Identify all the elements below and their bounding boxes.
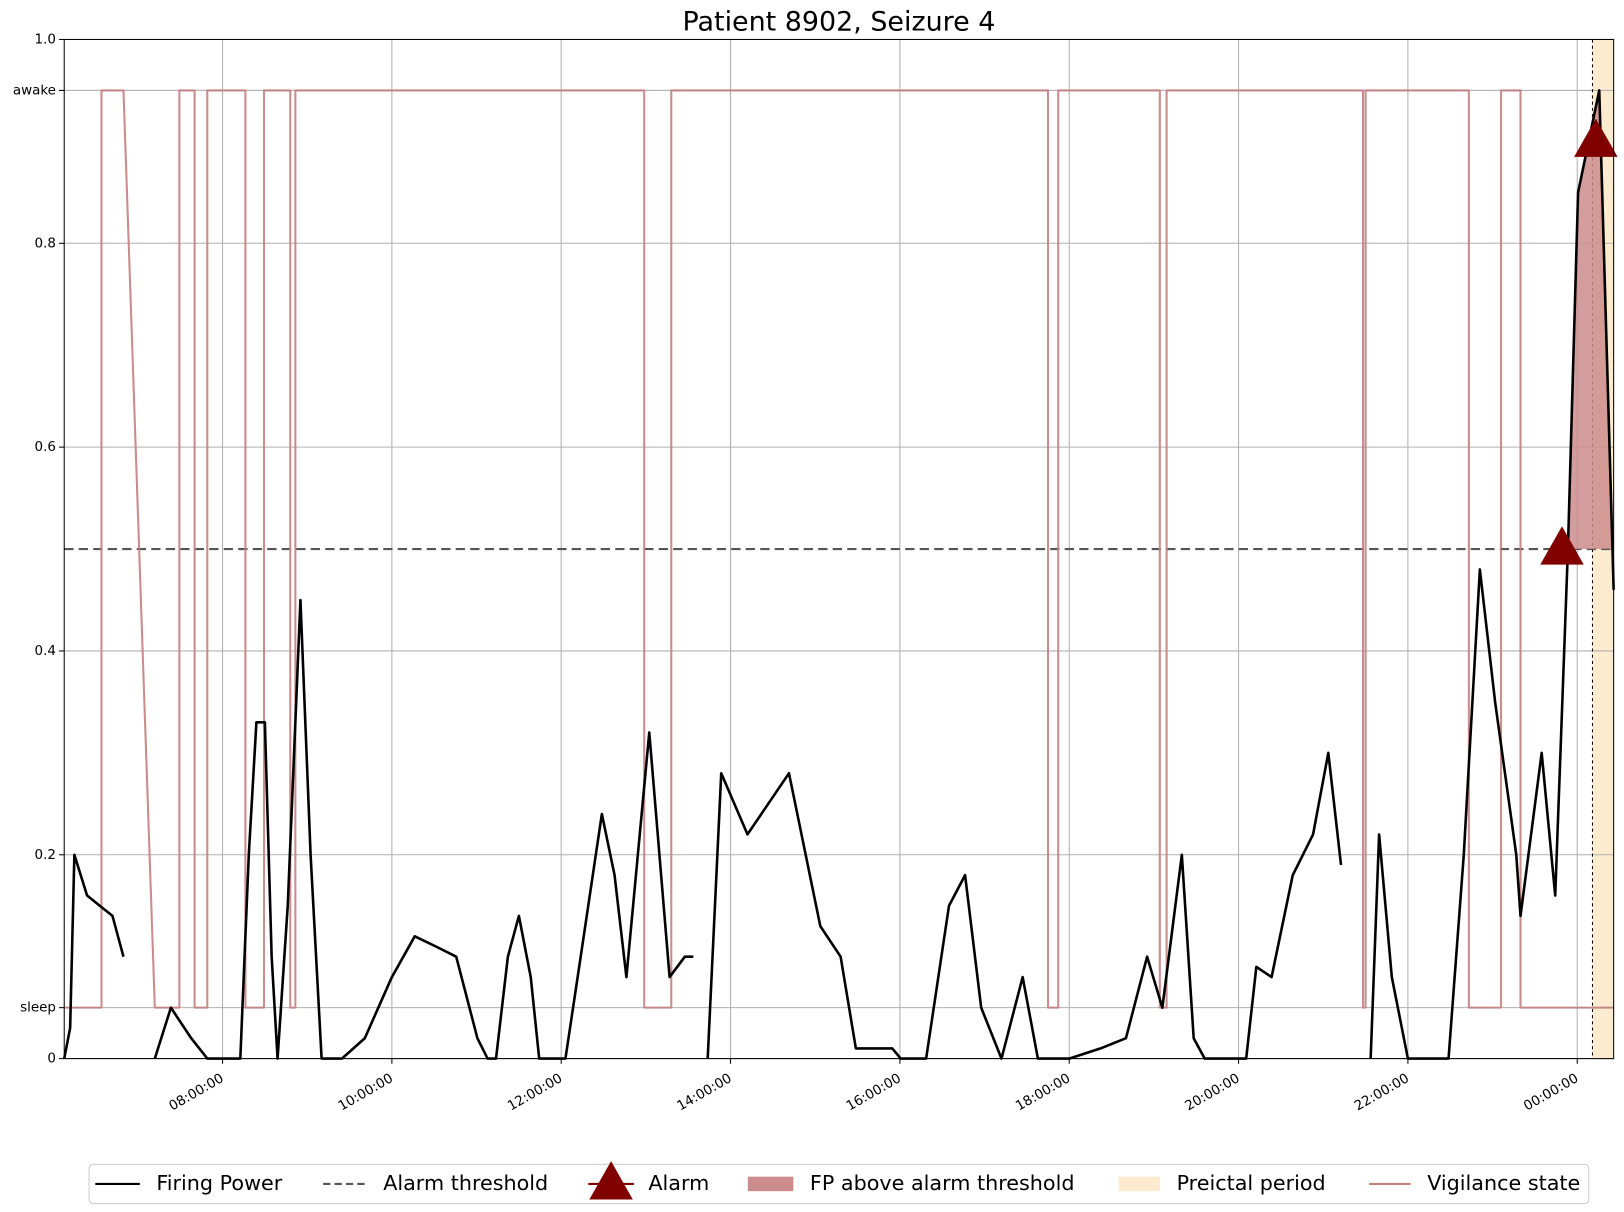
legend-label: FP above alarm threshold bbox=[810, 1171, 1075, 1195]
series-line bbox=[64, 89, 1614, 1009]
y-tick-label: 1.0 bbox=[35, 32, 56, 47]
series-line bbox=[62, 853, 125, 1059]
y-tick-label: awake bbox=[13, 83, 56, 98]
y-tick-label: sleep bbox=[20, 1001, 56, 1016]
legend-box bbox=[88, 1163, 1590, 1205]
legend-label: Alarm bbox=[648, 1171, 709, 1195]
x-tick-label: 22:00:00 bbox=[1352, 1071, 1412, 1114]
series-line bbox=[153, 598, 694, 1060]
x-tick-label: 12:00:00 bbox=[505, 1071, 565, 1114]
legend-label: Firing Power bbox=[156, 1171, 282, 1195]
series-line bbox=[1369, 89, 1615, 1060]
y-tick-label: 0.6 bbox=[35, 440, 56, 455]
y-tick-label: 0.4 bbox=[35, 644, 56, 659]
legend-symbol bbox=[589, 1161, 633, 1200]
x-tick-label: 16:00:00 bbox=[844, 1071, 904, 1114]
alarm-marker bbox=[1574, 118, 1618, 157]
plot-frame bbox=[63, 38, 1615, 1060]
y-tick-label: 0.2 bbox=[35, 848, 56, 863]
x-tick-label: 20:00:00 bbox=[1183, 1071, 1243, 1114]
alarm-marker bbox=[1540, 526, 1584, 565]
legend-label: Preictal period bbox=[1177, 1171, 1326, 1195]
legend-symbol bbox=[1118, 1176, 1160, 1192]
x-tick-label: 14:00:00 bbox=[675, 1071, 735, 1114]
chart-title: Patient 8902, Seizure 4 bbox=[683, 6, 996, 37]
y-tick-label: 0.8 bbox=[35, 236, 56, 251]
fp-above-threshold bbox=[1370, 90, 1614, 550]
legend-symbol bbox=[747, 1176, 794, 1192]
x-tick-label: 18:00:00 bbox=[1013, 1071, 1073, 1114]
y-tick-label: 0 bbox=[47, 1052, 56, 1067]
series-line bbox=[706, 751, 1343, 1060]
x-tick-label: 10:00:00 bbox=[336, 1071, 396, 1114]
x-tick-label: 00:00:00 bbox=[1521, 1071, 1581, 1114]
legend-label: Vigilance state bbox=[1427, 1171, 1580, 1195]
legend-label: Alarm threshold bbox=[383, 1171, 548, 1195]
x-tick-label: 08:00:00 bbox=[167, 1071, 227, 1114]
